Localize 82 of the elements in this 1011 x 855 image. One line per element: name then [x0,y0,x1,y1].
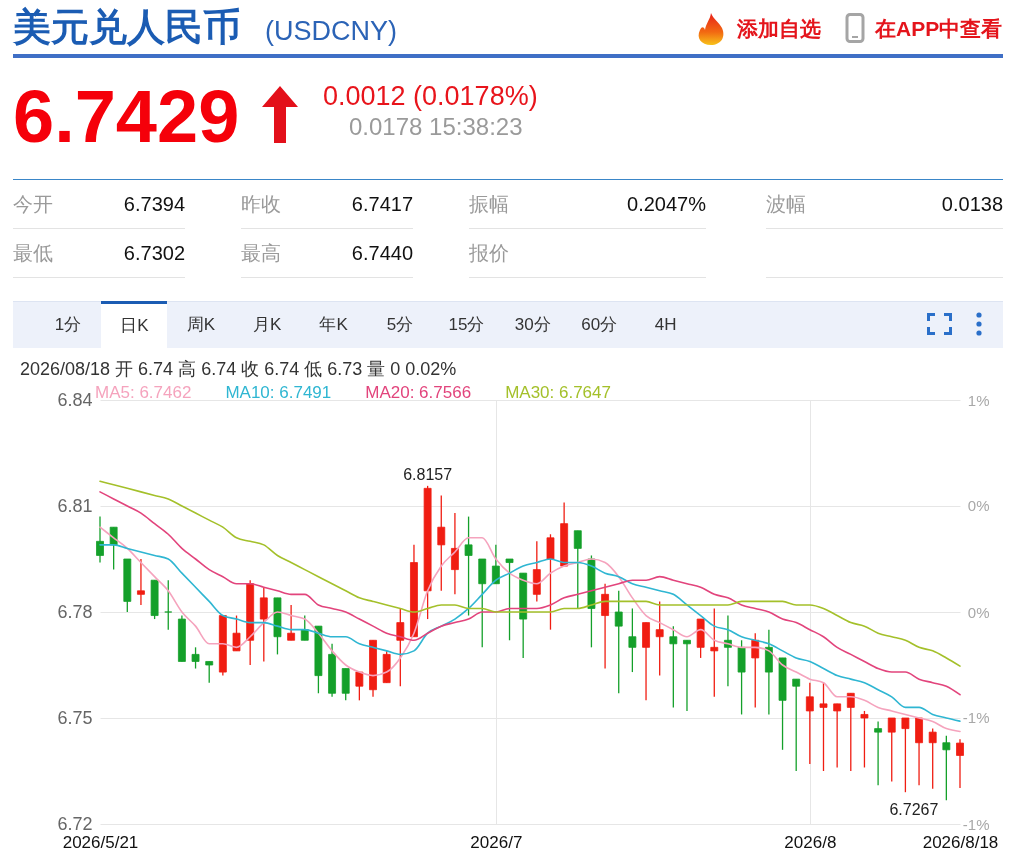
candlestick [96,515,104,564]
candlestick [901,717,910,793]
annotation: 6.7267 [889,801,939,819]
y2-tick-label: -1% [962,709,990,727]
y-tick-label: 6.81 [57,495,93,516]
x-tick-label: 2026/8 [784,832,837,852]
text: 0.0178 15:38:23 [349,113,523,140]
candlestick [205,660,214,684]
text: 6.7302 [123,241,185,266]
text: (USDCNY) [265,16,397,47]
candlestick [860,710,869,769]
candlestick [546,533,555,631]
candlestick [137,558,145,606]
candlestick [874,720,882,786]
candlestick [928,727,937,790]
text: MA20: 6.7566 [365,383,472,403]
candlestick [164,579,173,631]
text: 6.7440 [351,241,413,266]
text: MA30: 6.7647 [505,383,611,403]
line-series [99,491,961,696]
tab-bar: 1分 日K 周K 月K 年K 5分 15分 30分 60分 4H [13,301,1003,348]
candlestick [491,544,500,585]
y2-tick-label: 0% [967,497,990,515]
text: 振幅 [469,192,509,217]
y2-tick-label: 1% [967,391,990,409]
candlestick [232,614,241,652]
text: 报价 [469,241,509,266]
text: 美元兑人民币 [13,6,241,49]
candlestick [751,632,760,709]
candlestick [505,558,514,641]
text: 6.7394 [123,192,185,217]
candlestick [451,512,459,595]
text: 昨收 [241,192,281,217]
candlestick [942,735,951,801]
text: 0.0138 [941,192,1003,217]
candlestick [287,604,296,641]
line-series [99,480,961,667]
candlestick [792,678,801,772]
y2-tick-label: -1% [962,815,990,833]
candlestick [628,607,637,673]
text: MA5: 6.7462 [95,383,192,403]
candlestick [464,515,473,617]
annotation: 6.8157 [403,465,453,483]
text: 最低 [13,241,53,266]
y-tick-label: 6.72 [57,813,93,834]
y-tick-label: 6.84 [57,389,93,410]
text: 6.7417 [351,192,413,217]
candlestick [669,625,678,709]
candlestick [710,607,719,698]
text: MA10: 6.7491 [225,383,332,403]
x-tick-label: 2026/5/21 [62,832,139,852]
text: 今开 [13,192,53,217]
candlestick [805,682,814,765]
text: 添加自选 [737,17,821,41]
candlestick [614,590,623,694]
candlestick [355,671,364,701]
text: 波幅 [766,192,806,217]
candlestick [956,738,964,789]
x-tick-label: 2026/8/18 [922,832,999,852]
candlestick [655,600,664,677]
candlestick [191,646,200,670]
text: 2026/08/18 开 6.74 高 6.74 收 6.74 低 6.73 量 0 0.02% [20,358,457,380]
candlestick [259,586,268,663]
y-tick-label: 6.75 [57,707,93,728]
candlestick [819,682,828,772]
candlestick [833,703,842,769]
y-tick-label: 6.78 [57,601,93,622]
y2-tick-label: 0% [967,603,990,621]
candlestick [601,583,609,670]
candlestick [846,692,855,772]
candlestick [396,607,405,687]
candlestick [683,639,691,712]
x-tick-label: 2026/7 [470,832,523,852]
text: 在APP中查看 [875,17,1003,41]
candlestick [300,614,309,641]
candlestick [573,530,582,610]
text: 0.2047% [627,192,706,217]
text: 最高 [241,241,281,266]
text: 0.0012 (0.0178%) [323,81,538,111]
candlestick [437,494,446,592]
text: 6.7429 [13,75,240,158]
candlestick [887,717,896,783]
